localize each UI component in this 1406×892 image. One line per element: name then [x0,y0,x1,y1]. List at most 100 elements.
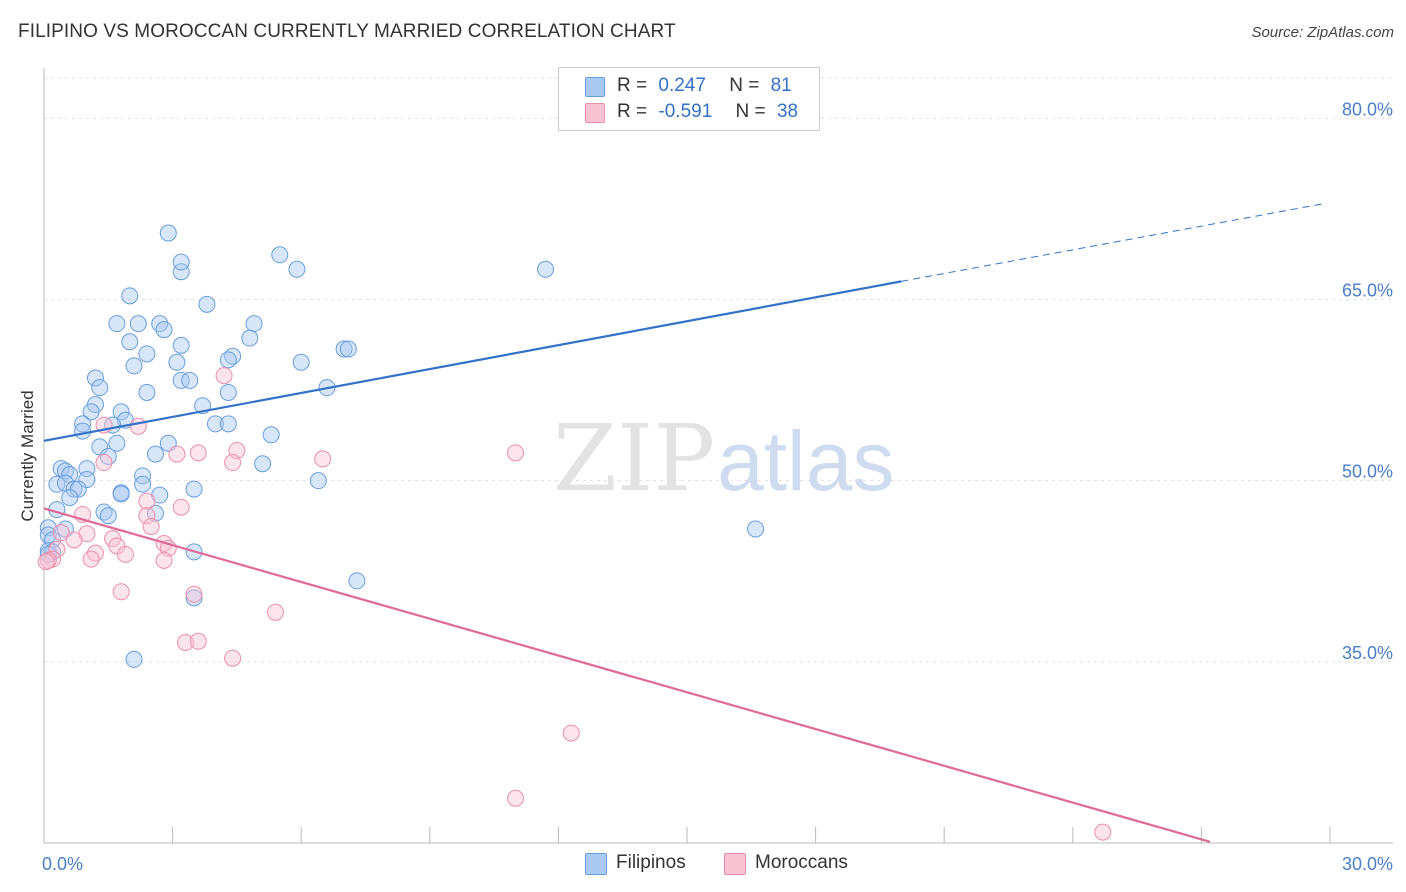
point-filipinos [125,650,143,668]
trend-line-filipinos [43,280,902,442]
point-filipinos [48,475,66,493]
point-filipinos [219,351,237,369]
point-moroccans [37,553,55,571]
point-moroccans [1094,823,1112,841]
point-moroccans [507,789,525,807]
legend-swatch-moroccans [585,103,605,123]
point-filipinos [219,415,237,433]
point-moroccans [138,507,156,525]
y-tick-label: 65.0% [1342,280,1393,300]
point-filipinos [206,415,224,433]
point-filipinos [74,422,92,440]
bottom-legend-swatch-filipinos [585,853,607,875]
point-filipinos [309,472,327,490]
point-moroccans [189,632,207,650]
point-filipinos [747,520,765,538]
point-filipinos [108,434,126,452]
y-axis-title: Currently Married [18,390,37,521]
point-moroccans [116,545,134,563]
point-moroccans [155,551,173,569]
point-filipinos [74,415,92,433]
point-filipinos [339,340,357,358]
point-filipinos [82,403,100,421]
gridlines [44,77,1393,663]
point-moroccans [95,454,113,472]
point-filipinos [537,260,555,278]
point-filipinos [129,315,147,333]
legend-r-value: 0.247 [658,75,706,96]
bottom-legend-label-moroccans: Moroccans [755,852,848,873]
point-moroccans [138,492,156,510]
watermark-atlas: atlas [717,414,894,508]
point-filipinos [245,315,263,333]
point-moroccans [112,583,130,601]
axes [43,68,1393,844]
point-moroccans [168,445,186,463]
point-filipinos [172,336,190,354]
point-moroccans [314,450,332,468]
y-tick-labels: 35.0% 50.0% 65.0% 80.0% [1342,99,1393,663]
point-filipinos [138,383,156,401]
legend-n-label: N = [735,101,766,122]
point-moroccans [129,417,147,435]
point-filipinos [108,315,126,333]
point-filipinos [91,379,109,397]
correlation-legend: R = 0.247 N = 81 R = -0.591 N = 38 [558,67,820,131]
point-filipinos [241,329,259,347]
chart-title: FILIPINO VS MOROCCAN CURRENTLY MARRIED C… [18,21,676,42]
point-filipinos [181,371,199,389]
point-moroccans [142,518,160,536]
point-moroccans [52,524,70,542]
y-tick-label: 50.0% [1342,462,1393,482]
point-filipinos [146,445,164,463]
point-filipinos [112,403,130,421]
point-filipinos [198,295,216,313]
point-filipinos [155,321,173,339]
point-filipinos [121,287,139,305]
point-filipinos [61,489,79,507]
x-tick-label-min: 0.0% [42,854,83,874]
point-filipinos [172,263,190,281]
legend-r-label: R = [617,101,648,122]
point-filipinos [134,475,152,493]
trend-line-extension-filipinos [901,203,1322,282]
point-moroccans [82,550,100,568]
point-filipinos [185,589,203,607]
y-tick-label: 80.0% [1342,99,1393,119]
data-points [37,224,1112,841]
legend-n-value: 38 [776,101,799,122]
point-filipinos [125,357,143,375]
source-label: Source: ZipAtlas.com [1251,24,1394,41]
point-moroccans [266,603,284,621]
point-moroccans [172,498,190,516]
point-moroccans [176,634,194,652]
trend-lines [43,203,1322,843]
legend-n-label: N = [729,75,760,96]
point-filipinos [99,507,117,525]
point-filipinos [348,572,366,590]
legend-r-label: R = [617,75,648,96]
y-tick-label: 35.0% [1342,643,1393,663]
point-filipinos [91,438,109,456]
point-filipinos [292,353,310,371]
bottom-legend-label-filipinos: Filipinos [616,852,686,873]
legend-swatch-filipinos [585,77,605,97]
point-filipinos [78,470,96,488]
point-filipinos [172,253,190,271]
point-filipinos [168,353,186,371]
legend-n-value: 81 [770,75,792,96]
bottom-legend-swatch-moroccans [724,853,746,875]
point-moroccans [189,444,207,462]
point-moroccans [185,585,203,603]
point-moroccans [224,454,242,472]
watermark-zip: ZIP [553,405,715,512]
point-filipinos [112,485,130,503]
legend-r-value: -0.591 [658,101,713,122]
point-filipinos [185,480,203,498]
point-filipinos [99,448,117,465]
point-filipinos [65,480,83,498]
point-filipinos [271,246,289,264]
point-moroccans [215,367,233,385]
point-filipinos [151,315,169,333]
